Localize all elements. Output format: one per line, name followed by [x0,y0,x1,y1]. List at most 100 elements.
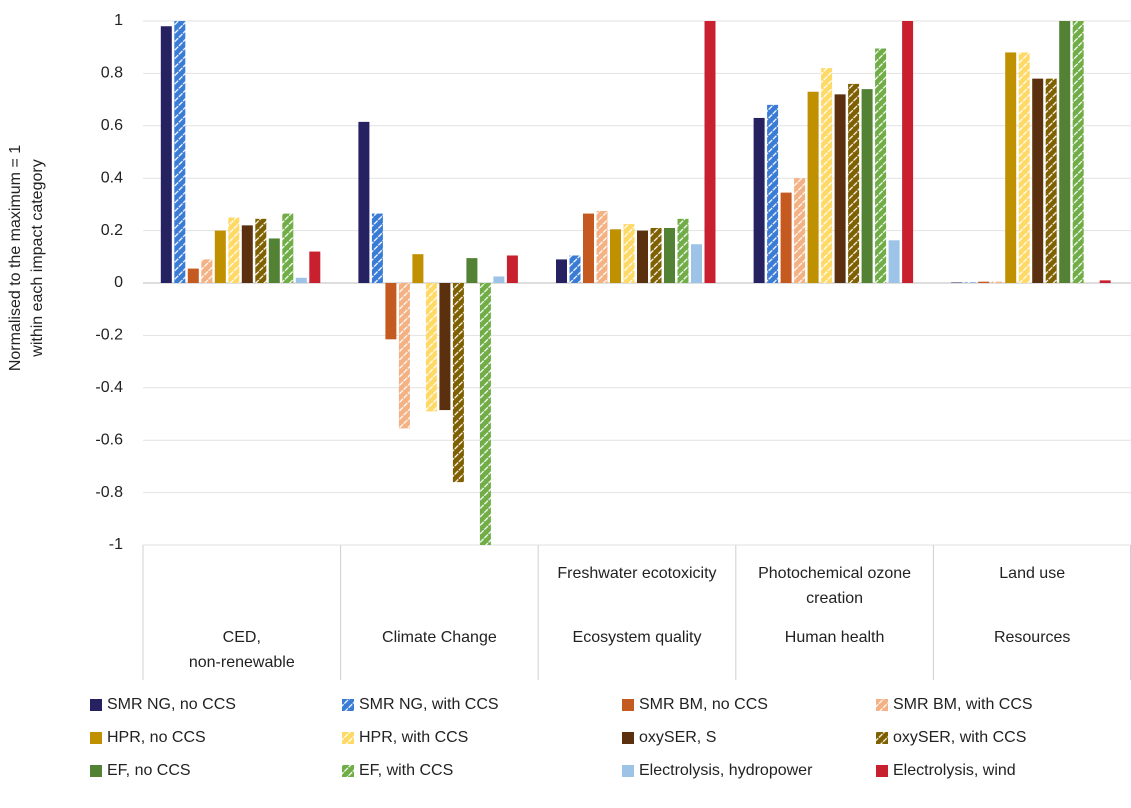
y-tick-label: 0.2 [101,222,123,239]
legend-swatch [876,732,888,744]
legend-swatch [342,765,354,777]
bar [610,229,621,283]
x-tick-sublabel: Photochemical ozone creation [758,565,912,607]
bar [767,104,779,283]
y-tick-label: 0.8 [101,65,123,82]
legend-swatch [90,699,102,711]
bar [412,254,424,283]
bar [255,218,267,283]
legend-swatch [90,732,102,744]
legend-swatch [90,765,102,777]
legend-swatch [622,732,634,744]
bar [425,283,437,412]
bar [834,94,846,283]
bar [623,224,635,283]
bar [753,117,765,283]
bar [807,91,819,284]
x-tick-label: CED, non-renewable [188,629,295,671]
legend-label: Electrolysis, hydropower [639,762,813,779]
bar [1099,280,1111,283]
bar [780,192,792,283]
bar [214,230,226,283]
bar [964,282,976,283]
y-tick-label: 0 [114,274,123,291]
bar [1072,21,1084,283]
x-tick-label: Resources [993,629,1071,646]
y-axis-title: Normalised to the maximum = 1 within eac… [7,144,46,372]
legend-swatch [342,732,354,744]
legend-swatch [342,699,354,711]
bar [1018,52,1030,283]
bar [861,89,873,284]
legend-label: SMR NG, with CCS [359,696,499,713]
bar [241,225,253,283]
bar [201,259,213,283]
legend-label: oxySER, S [639,729,716,746]
x-tick-sublabel: Land use [999,565,1066,582]
legend-label: oxySER, with CCS [893,729,1026,746]
bar [583,213,594,283]
bar [794,178,806,283]
bar [282,213,294,283]
bar [978,281,990,283]
bar [637,230,648,283]
y-tick-label: 0.6 [101,117,123,134]
bar [875,48,887,284]
bar [1032,78,1044,283]
bar [439,283,451,411]
y-tick-label: -1 [109,536,123,553]
bar [691,244,702,283]
legend-swatch [622,699,634,711]
bar [493,276,505,283]
bar [268,238,280,283]
bar [650,227,662,283]
y-tick-label: 1 [114,12,123,29]
bar [848,83,860,283]
legend-label: HPR, with CCS [359,729,468,746]
bar [664,227,675,283]
y-tick-label: -0.6 [95,431,123,448]
bar [556,259,567,283]
bar [466,258,478,283]
y-tick-label: 0.4 [101,169,123,186]
bar [187,268,199,283]
bar [174,21,186,283]
y-tick-label: -0.8 [95,484,123,501]
legend-label: SMR BM, no CCS [639,696,768,713]
bar [991,281,1003,283]
x-tick-label: Ecosystem quality [572,629,702,646]
x-tick-label: Human health [784,629,885,646]
bar [888,240,900,283]
legend-swatch [622,765,634,777]
bar [358,121,370,284]
legend-swatch [876,699,888,711]
bar [452,283,464,483]
bar [506,255,518,283]
bar [821,68,833,283]
bar [295,277,307,283]
bar [569,255,581,283]
bar [398,283,410,429]
legend-label: EF, no CCS [107,762,191,779]
bar [1059,21,1071,283]
bar [596,210,608,283]
legend-label: Electrolysis, wind [893,762,1016,779]
bar [951,282,963,283]
legend-label: EF, with CCS [359,762,453,779]
legend-swatch [876,765,888,777]
legend-label: SMR BM, with CCS [893,696,1033,713]
bar [902,21,914,283]
bar [371,213,383,283]
bar [1045,78,1057,283]
y-tick-label: -0.2 [95,327,123,344]
x-tick-label: Climate Change [382,629,497,646]
legend-label: SMR NG, no CCS [107,696,236,713]
bar [677,218,689,283]
bar [309,251,321,283]
y-tick-label: -0.4 [95,379,123,396]
legend-label: HPR, no CCS [107,729,206,746]
x-tick-sublabel: Freshwater ecotoxicity [557,565,717,582]
bar [160,26,172,284]
